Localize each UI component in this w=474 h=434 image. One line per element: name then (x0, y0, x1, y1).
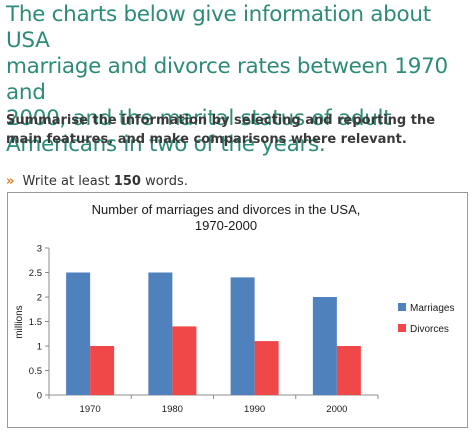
x-tick-label: 1970 (80, 404, 101, 415)
bar-chart: Number of marriages and divorces in the … (14, 202, 454, 415)
y-axis-label: millions (14, 305, 25, 338)
task-heading-line: 2000, and the marital status of adult (6, 106, 392, 131)
word-count-number: 150 (113, 174, 141, 189)
task-heading-line: marriage and divorce rates between 1970 … (6, 54, 448, 105)
legend-swatch (398, 324, 406, 332)
chart-title-line: 1970-2000 (195, 218, 257, 233)
x-tick-label: 1990 (244, 404, 265, 415)
word-count-line: » Write at least 150 words. (6, 173, 188, 190)
bar-marriages (230, 277, 255, 395)
word-count-text-after: words. (145, 174, 188, 189)
bar-marriages (66, 272, 91, 395)
task-heading: The charts below give information about … (6, 2, 472, 158)
bar-divorces (254, 341, 279, 395)
task-instruction: Summarise the information by selecting a… (6, 111, 472, 149)
bar-marriages (312, 297, 337, 395)
bar-marriages (148, 272, 173, 395)
y-tick-label: 3 (37, 244, 42, 255)
x-tick-label: 2000 (326, 404, 347, 415)
task-instruction-line: main features, and make comparisons wher… (6, 132, 407, 147)
y-tick-label: 1.5 (29, 317, 42, 328)
chevron-right-icon: » (6, 174, 15, 189)
task-heading-line: Americans in two of the years. (6, 132, 326, 157)
chart-title-line: Number of marriages and divorces in the … (92, 202, 361, 217)
bar-divorces (336, 346, 361, 395)
task-instruction-line: Summarise the information by selecting a… (6, 113, 436, 128)
legend-swatch (398, 303, 406, 311)
legend-label: Marriages (410, 303, 454, 314)
chart-frame: Number of marriages and divorces in the … (7, 192, 468, 428)
y-tick-label: 2.5 (29, 268, 42, 279)
bar-divorces (90, 346, 115, 395)
legend-label: Divorces (410, 324, 449, 335)
y-tick-label: 0 (37, 391, 42, 402)
y-tick-label: 2 (37, 293, 42, 304)
x-tick-label: 1980 (162, 404, 183, 415)
word-count-text-before: Write at least (22, 174, 110, 189)
y-tick-label: 1 (37, 342, 42, 353)
bar-divorces (172, 326, 197, 395)
y-tick-label: 0.5 (29, 366, 42, 377)
task-heading-line: The charts below give information about … (6, 2, 431, 53)
